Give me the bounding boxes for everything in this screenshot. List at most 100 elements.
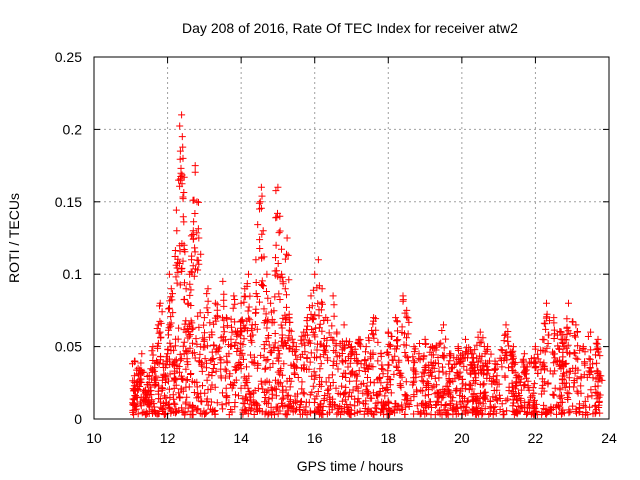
data-point bbox=[196, 350, 204, 358]
data-point bbox=[361, 405, 369, 412]
data-point bbox=[297, 336, 305, 344]
data-point bbox=[362, 361, 370, 369]
data-point bbox=[326, 395, 334, 403]
data-point bbox=[543, 299, 550, 307]
data-point bbox=[411, 368, 419, 376]
data-point bbox=[363, 382, 371, 390]
data-point bbox=[501, 331, 509, 339]
data-point bbox=[263, 318, 271, 326]
data-point bbox=[178, 180, 186, 188]
data-point bbox=[245, 270, 252, 278]
data-point bbox=[482, 347, 490, 355]
data-point bbox=[387, 389, 395, 397]
data-point bbox=[257, 351, 265, 359]
data-point bbox=[278, 273, 286, 281]
data-point bbox=[542, 406, 550, 413]
data-point bbox=[576, 400, 583, 408]
data-point bbox=[512, 374, 520, 382]
data-point bbox=[186, 280, 194, 288]
data-point bbox=[431, 390, 439, 398]
data-point bbox=[201, 410, 208, 418]
data-point bbox=[492, 409, 500, 417]
data-point bbox=[230, 379, 238, 387]
data-point bbox=[261, 394, 269, 401]
data-point bbox=[447, 392, 455, 400]
data-point bbox=[560, 343, 568, 351]
data-point bbox=[428, 404, 435, 411]
data-point bbox=[197, 359, 205, 367]
data-point bbox=[165, 331, 172, 339]
data-point bbox=[369, 330, 377, 338]
data-point bbox=[218, 401, 226, 409]
data-point bbox=[291, 348, 299, 356]
data-point bbox=[231, 296, 239, 303]
data-point bbox=[175, 324, 183, 332]
data-point bbox=[392, 314, 400, 322]
data-point bbox=[328, 322, 336, 330]
data-point bbox=[244, 307, 252, 315]
y-tick-label: 0.2 bbox=[63, 121, 83, 137]
data-point bbox=[179, 154, 187, 162]
data-point bbox=[252, 256, 260, 264]
data-point bbox=[271, 267, 279, 275]
data-point bbox=[486, 397, 494, 405]
data-point bbox=[190, 218, 198, 226]
data-point bbox=[468, 361, 476, 369]
data-point bbox=[467, 381, 474, 389]
y-tick-label: 0.05 bbox=[55, 339, 82, 355]
data-point bbox=[353, 350, 361, 358]
data-point bbox=[370, 379, 378, 387]
data-point bbox=[207, 405, 214, 413]
data-point bbox=[410, 393, 418, 401]
data-point bbox=[348, 348, 356, 356]
data-point bbox=[283, 392, 291, 400]
data-point bbox=[574, 355, 582, 363]
data-point bbox=[420, 353, 428, 361]
data-point bbox=[199, 382, 206, 390]
data-point bbox=[200, 314, 208, 322]
data-point bbox=[203, 364, 210, 372]
data-point bbox=[283, 303, 290, 311]
data-point bbox=[483, 363, 491, 371]
data-point bbox=[391, 345, 399, 353]
data-point bbox=[247, 400, 255, 408]
data-point bbox=[195, 260, 203, 268]
chart-title: Day 208 of 2016, Rate Of TEC Index for r… bbox=[182, 20, 518, 36]
data-point bbox=[369, 320, 377, 328]
data-point bbox=[317, 382, 325, 390]
data-point bbox=[574, 342, 582, 350]
data-point bbox=[298, 378, 306, 386]
data-point bbox=[338, 350, 346, 357]
data-point bbox=[430, 359, 438, 367]
data-point bbox=[384, 397, 392, 405]
data-point bbox=[340, 321, 348, 329]
data-point bbox=[221, 336, 229, 344]
data-point bbox=[388, 356, 396, 364]
data-point bbox=[565, 374, 573, 382]
data-point bbox=[197, 250, 205, 258]
data-point bbox=[264, 411, 272, 419]
data-point bbox=[258, 280, 265, 288]
data-point bbox=[207, 385, 215, 393]
data-point bbox=[489, 373, 497, 381]
data-point bbox=[316, 340, 324, 348]
data-point bbox=[577, 374, 585, 382]
data-point bbox=[277, 365, 285, 373]
data-point bbox=[171, 247, 179, 254]
data-point bbox=[515, 389, 522, 397]
data-point bbox=[586, 355, 594, 363]
data-point bbox=[565, 390, 573, 398]
data-point bbox=[597, 372, 605, 380]
data-point bbox=[572, 354, 580, 362]
data-point bbox=[227, 406, 235, 413]
data-point bbox=[182, 347, 190, 355]
data-point bbox=[591, 410, 599, 418]
data-point bbox=[402, 341, 410, 349]
data-point bbox=[252, 290, 260, 298]
y-tick-label: 0.1 bbox=[63, 266, 83, 282]
data-point bbox=[156, 328, 164, 336]
data-point bbox=[477, 338, 485, 346]
data-point bbox=[277, 321, 285, 329]
data-point bbox=[193, 229, 201, 237]
data-point bbox=[380, 399, 387, 407]
